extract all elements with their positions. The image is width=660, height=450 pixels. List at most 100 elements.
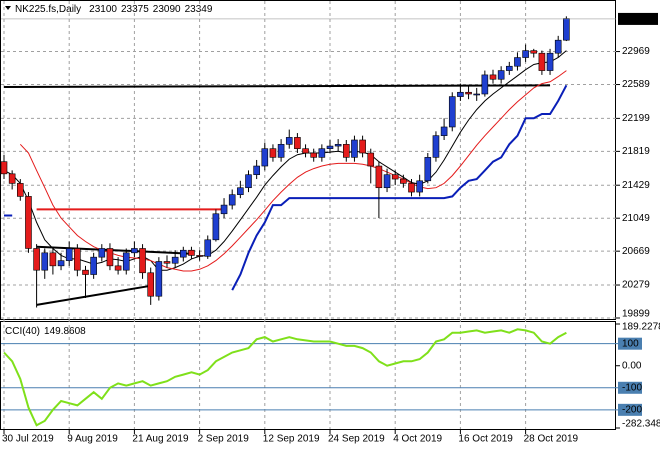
x-tick-label: 30 Jul 2019: [2, 434, 54, 445]
y-tick-label: -100: [622, 382, 642, 393]
trendline: [36, 245, 192, 255]
candle-body: [522, 50, 529, 58]
y-tick-label: 21049: [622, 213, 650, 224]
low-value: 23090: [153, 4, 181, 15]
candle-body: [424, 157, 432, 182]
candle-body: [106, 248, 114, 267]
candle-body: [440, 126, 448, 136]
candle-body: [212, 213, 220, 241]
candle-body: [25, 196, 32, 249]
candle-body: [563, 18, 570, 41]
candle-body: [98, 248, 106, 258]
candle-body: [261, 148, 269, 167]
menu-icon[interactable]: [5, 6, 11, 10]
chart-header: NK225.fs,Daily 23100 23375 23090 23349: [15, 4, 213, 15]
candle-body: [122, 252, 130, 271]
candle-body: [65, 248, 73, 261]
candle-body: [481, 74, 489, 95]
candle-body: [375, 165, 383, 189]
cci-value: 149.8608: [44, 326, 86, 337]
candle-body: [90, 256, 97, 275]
candle-body: [33, 248, 40, 271]
x-tick-label: 2 Sep 2019: [198, 434, 250, 445]
candle-body: [8, 173, 16, 184]
last-price-label: 23345: [622, 14, 650, 25]
y-tick-label: 22199: [622, 113, 650, 124]
y-tick-label: 21429: [622, 180, 650, 191]
level-label-box: [618, 381, 642, 394]
candle-body: [74, 248, 81, 271]
candle-body: [400, 178, 407, 184]
candle-body: [114, 265, 122, 271]
x-tick-label: 4 Oct 2019: [393, 434, 442, 445]
candle-body: [351, 139, 358, 158]
main-panel: [0, 0, 616, 320]
open-value: 23100: [89, 4, 117, 15]
cci-header: CCI(40) 149.8608: [5, 326, 86, 337]
y-tick-label: 20279: [622, 280, 650, 291]
trendline: [36, 284, 151, 306]
candle-body: [391, 174, 399, 180]
candle-body: [163, 261, 171, 264]
trendline: [3, 84, 551, 89]
y-tick-label: 100: [622, 338, 639, 349]
candle-body: [342, 144, 350, 158]
last-price-box: [618, 12, 658, 25]
candle-body: [220, 204, 228, 215]
cci-title: CCI(40): [5, 326, 40, 337]
candle-body: [473, 93, 481, 96]
candle-body: [180, 249, 187, 258]
candle-body: [310, 152, 318, 158]
y-tick-label: 20669: [622, 246, 650, 257]
candle-body: [457, 91, 464, 97]
level-label-box: [618, 403, 642, 416]
y-tick-label: 22969: [622, 46, 650, 57]
candle-body: [131, 248, 138, 254]
high-value: 23375: [121, 4, 149, 15]
x-tick-label: 9 Aug 2019: [67, 434, 118, 445]
candle-body: [554, 39, 562, 54]
candle-body: [147, 272, 154, 297]
y-tick-label: 189.2278: [622, 322, 660, 333]
y-tick-label: 0.00: [622, 360, 642, 371]
candle-body: [237, 187, 244, 195]
candle-body: [188, 249, 195, 256]
candle-body: [269, 148, 277, 158]
candle-body: [171, 256, 179, 264]
candle-body: [538, 52, 546, 71]
candle-body: [253, 165, 260, 176]
candle-body: [416, 180, 423, 193]
candle-body: [285, 137, 293, 145]
candle-body: [326, 145, 334, 149]
candle-body: [16, 183, 24, 197]
candle-body: [57, 260, 65, 267]
candle-body: [139, 248, 146, 274]
candle-body: [334, 144, 342, 147]
candle-body: [489, 74, 497, 80]
candle-body: [465, 91, 472, 95]
x-tick-label: 24 Sep 2019: [328, 434, 385, 445]
x-tick-label: 16 Oct 2019: [458, 434, 513, 445]
y-tick-label: 19899: [622, 309, 650, 320]
candle-body: [82, 269, 89, 275]
level-label-box: [618, 337, 642, 350]
candle-body: [432, 135, 440, 158]
symbol: NK225.fs,Daily: [15, 4, 81, 15]
indicator-line: [3, 50, 567, 271]
y-tick-label: -282.348: [622, 419, 660, 430]
y-tick-label: -200: [622, 404, 642, 415]
candle-body: [318, 148, 326, 158]
candle-body: [505, 65, 513, 71]
candle-body: [497, 70, 505, 80]
candle-body: [383, 174, 391, 189]
candle-body: [302, 148, 309, 154]
candle-body: [367, 152, 375, 167]
candle-body: [49, 252, 57, 267]
candle-body: [530, 50, 538, 54]
candle-body: [448, 96, 456, 128]
close-value: 23349: [185, 4, 213, 15]
indicator-line: [4, 84, 568, 291]
y-tick-label: 21819: [622, 146, 650, 157]
y-tick-label: 22589: [622, 79, 650, 90]
